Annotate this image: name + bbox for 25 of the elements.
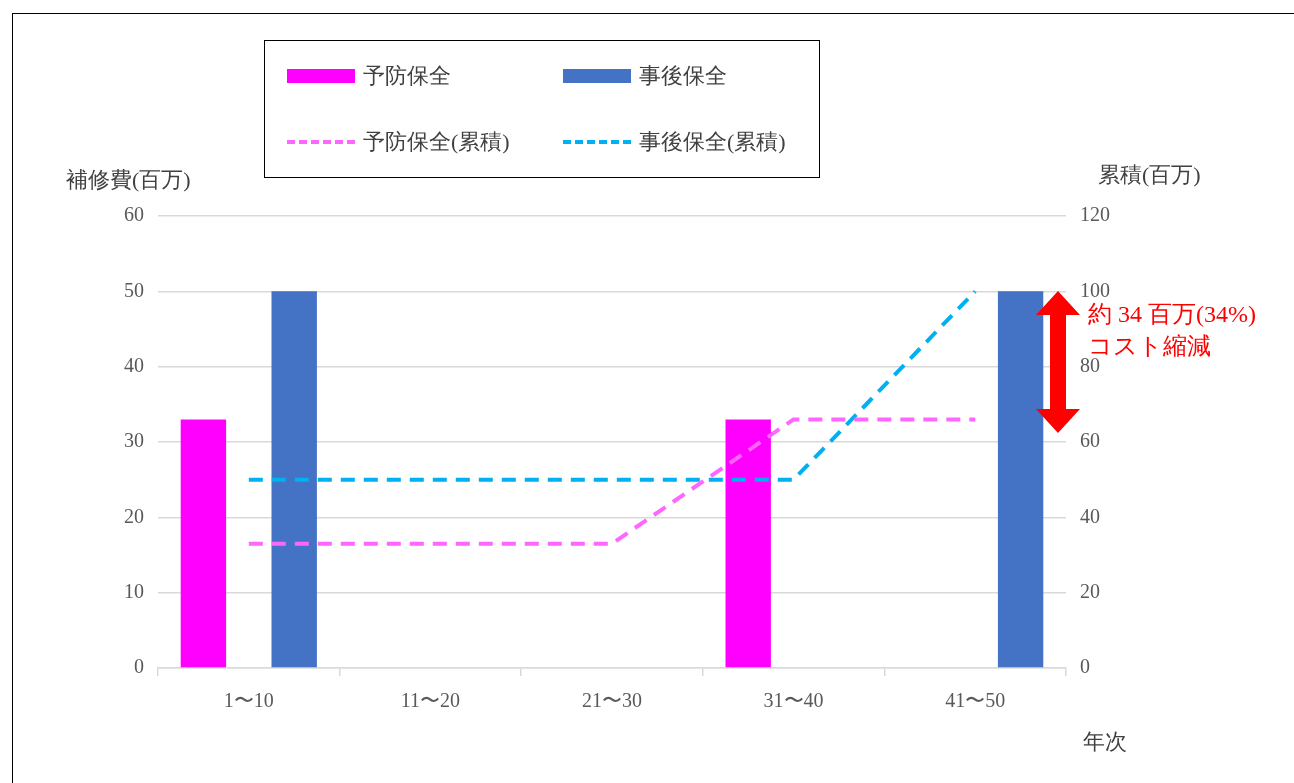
legend-label: 予防保全 bbox=[363, 62, 451, 90]
y2-tick-label: 40 bbox=[1080, 504, 1100, 527]
y2-tick-label: 100 bbox=[1080, 278, 1110, 301]
y2-tick-label: 20 bbox=[1080, 579, 1100, 602]
y2-tick-label: 0 bbox=[1080, 655, 1090, 678]
y-tick-label: 60 bbox=[124, 203, 144, 226]
legend-label: 事後保全 bbox=[639, 62, 727, 90]
x-tick-label: 1〜10 bbox=[223, 689, 274, 712]
y2-tick-label: 60 bbox=[1080, 429, 1100, 452]
x-tick-label: 21〜30 bbox=[582, 689, 642, 712]
legend-label: 事後保全(累積) bbox=[639, 128, 786, 156]
y-tick-label: 40 bbox=[124, 353, 144, 376]
x-axis-title: 年次 bbox=[1083, 728, 1127, 756]
y-tick-label: 10 bbox=[124, 579, 144, 602]
y-tick-label: 50 bbox=[124, 278, 144, 301]
y-tick-label: 20 bbox=[124, 504, 144, 527]
x-tick-label: 31〜40 bbox=[763, 689, 824, 712]
y-tick-label: 0 bbox=[134, 655, 144, 678]
y2-tick-label: 120 bbox=[1080, 203, 1110, 226]
y-axis-title: 補修費(百万) bbox=[66, 166, 191, 194]
x-tick-label: 11〜20 bbox=[400, 689, 461, 712]
y2-axis-title: 累積(百万) bbox=[1098, 161, 1201, 189]
y-tick-label: 30 bbox=[124, 429, 144, 452]
legend-label: 予防保全(累積) bbox=[363, 128, 510, 156]
x-tick-label: 41〜50 bbox=[945, 689, 1006, 712]
